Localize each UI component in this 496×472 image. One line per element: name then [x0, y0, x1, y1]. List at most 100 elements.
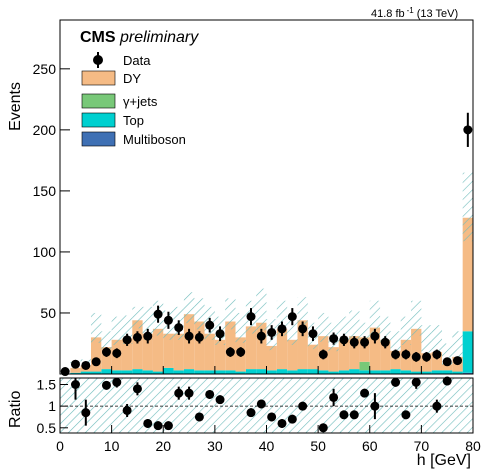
x-tick-label: 0: [56, 438, 64, 454]
ratio-point: [102, 381, 111, 390]
ratio-point: [195, 412, 204, 421]
data-point: [185, 332, 194, 341]
lumi-label: 41.8 fb -1 (13 TeV): [371, 6, 458, 20]
data-point: [422, 352, 431, 361]
y-axis-label: Events: [7, 82, 24, 131]
ratio-point: [164, 421, 173, 430]
ratio-axis-label: Ratio: [7, 391, 24, 428]
ratio-point: [432, 402, 441, 411]
data-point: [453, 356, 462, 365]
y-tick-label: 50: [40, 305, 56, 321]
legend-swatch-gamma-jets: [82, 94, 115, 108]
legend-label-gamma-jets: γ+jets: [123, 94, 158, 109]
data-point: [81, 361, 90, 370]
x-tick-label: 30: [207, 438, 223, 454]
data-point: [92, 357, 101, 366]
ratio-point: [267, 412, 276, 421]
data-point: [339, 335, 348, 344]
uncertainty-bin: [194, 298, 204, 329]
ratio-uncertainty-band: [60, 378, 473, 433]
legend-marker-data: [93, 55, 103, 65]
uncertainty-bin: [184, 292, 194, 323]
bar-top: [380, 370, 390, 374]
data-point: [401, 350, 410, 359]
y-tick-label: 200: [33, 122, 57, 138]
y-tick-label: 150: [33, 183, 57, 199]
legend-entry-multiboson: Multiboson: [82, 132, 186, 147]
data-point: [71, 360, 80, 369]
bar-top: [297, 369, 307, 374]
bar-top: [390, 369, 400, 374]
bar-top: [256, 369, 266, 374]
ratio-point: [216, 395, 225, 404]
bar-top: [194, 370, 204, 374]
data-point: [133, 333, 142, 342]
bar-top: [359, 370, 369, 374]
data-point: [112, 349, 121, 358]
bar-top: [122, 370, 132, 374]
uncertainty-bin: [112, 317, 122, 345]
x-tick-label: 10: [104, 438, 120, 454]
bar-top: [143, 370, 153, 374]
ratio-point: [370, 402, 379, 411]
ratio-point: [133, 384, 142, 393]
ratio-point: [123, 406, 132, 415]
bar-top: [163, 368, 173, 374]
legend-label-data: Data: [123, 53, 151, 68]
data-point: [102, 348, 111, 357]
ratio-y-tick-label: 0.5: [37, 420, 57, 436]
bar-top: [432, 370, 442, 374]
ratio-point: [154, 421, 163, 430]
data-point: [391, 350, 400, 359]
y-tick-label: 250: [33, 61, 57, 77]
uncertainty-bin: [318, 313, 328, 342]
data-point: [350, 338, 359, 347]
uncertainty-bin: [452, 331, 462, 359]
ratio-point: [360, 389, 369, 398]
bar-top: [101, 369, 111, 374]
bar-top: [174, 370, 184, 374]
ratio-point: [288, 415, 297, 424]
legend-label-multiboson: Multiboson: [123, 132, 186, 147]
bar-top: [112, 370, 122, 374]
data-point: [412, 352, 421, 361]
ratio-point: [277, 419, 286, 428]
ratio-y-tick-label: 1: [48, 398, 56, 414]
ratio-y-tick-label: 1.5: [37, 376, 57, 392]
data-point: [216, 329, 225, 338]
x-tick-label: 20: [155, 438, 171, 454]
legend-swatch-multiboson: [82, 132, 115, 146]
status-label: preliminary: [119, 29, 199, 46]
bar-top: [246, 369, 256, 374]
bar-top: [184, 369, 194, 374]
bar-top: [287, 370, 297, 374]
ratio-point: [81, 408, 90, 417]
data-point: [61, 367, 70, 376]
data-point: [319, 350, 328, 359]
bar-top: [442, 370, 452, 374]
ratio-point: [350, 410, 359, 419]
uncertainty-bin: [411, 301, 421, 336]
y-tick-label: 100: [33, 244, 57, 260]
data-point: [288, 312, 297, 321]
data-point: [432, 350, 441, 359]
data-point: [308, 329, 317, 338]
ratio-point: [174, 389, 183, 398]
data-point: [123, 335, 132, 344]
legend-entry-gamma-jets: γ+jets: [82, 94, 158, 109]
bar-top: [318, 370, 328, 374]
x-tick-label: 60: [362, 438, 378, 454]
bar-top: [215, 370, 225, 374]
ratio-point: [143, 419, 152, 428]
data-point: [298, 324, 307, 333]
bar-top: [308, 369, 318, 374]
data-point: [154, 310, 163, 319]
ratio-point: [112, 378, 121, 387]
uncertainty-bin: [463, 173, 473, 242]
data-point: [195, 333, 204, 342]
ratio-point: [185, 389, 194, 398]
experiment-label: CMS: [80, 29, 116, 46]
uncertainty-bin: [256, 289, 266, 331]
bar-top: [277, 369, 287, 374]
x-tick-label: 40: [259, 438, 275, 454]
